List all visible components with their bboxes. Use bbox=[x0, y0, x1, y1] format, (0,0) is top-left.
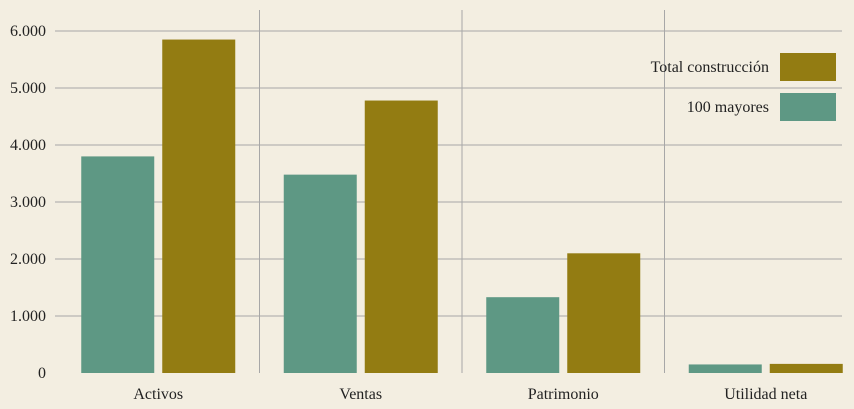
y-axis-ticks: 0 1.000 2.000 3.000 4.000 5.000 6.000 bbox=[10, 23, 46, 382]
bar-100-mayores bbox=[283, 174, 357, 373]
legend: Total construcción 100 mayores bbox=[651, 53, 836, 121]
x-tick-label: Patrimonio bbox=[528, 386, 599, 403]
bar-100-mayores bbox=[81, 156, 155, 373]
bar-total-construccion bbox=[567, 253, 641, 373]
x-tick-label: Ventas bbox=[339, 386, 382, 403]
bar-100-mayores bbox=[486, 297, 560, 373]
x-tick-label: Activos bbox=[133, 386, 183, 403]
y-tick-label: 4.000 bbox=[10, 137, 46, 154]
y-tick-label: 2.000 bbox=[10, 251, 46, 268]
y-tick-label: 5.000 bbox=[10, 80, 46, 97]
x-axis-ticks: Activos Ventas Patrimonio Utilidad neta bbox=[133, 386, 807, 403]
bar-total-construccion bbox=[162, 39, 236, 374]
bar-total-construccion bbox=[769, 363, 843, 373]
y-tick-label: 6.000 bbox=[10, 23, 46, 40]
y-tick-label: 0 bbox=[38, 365, 46, 382]
legend-label: Total construcción bbox=[651, 59, 769, 76]
y-tick-label: 3.000 bbox=[10, 194, 46, 211]
category-separators bbox=[259, 10, 665, 373]
bar-total-construccion bbox=[364, 100, 438, 373]
legend-swatch bbox=[780, 93, 836, 121]
bar-100-mayores bbox=[688, 364, 762, 373]
bars bbox=[81, 39, 843, 374]
legend-label: 100 mayores bbox=[687, 99, 769, 116]
legend-swatch bbox=[780, 53, 836, 81]
y-tick-label: 1.000 bbox=[10, 308, 46, 325]
x-tick-label: Utilidad neta bbox=[724, 386, 807, 403]
